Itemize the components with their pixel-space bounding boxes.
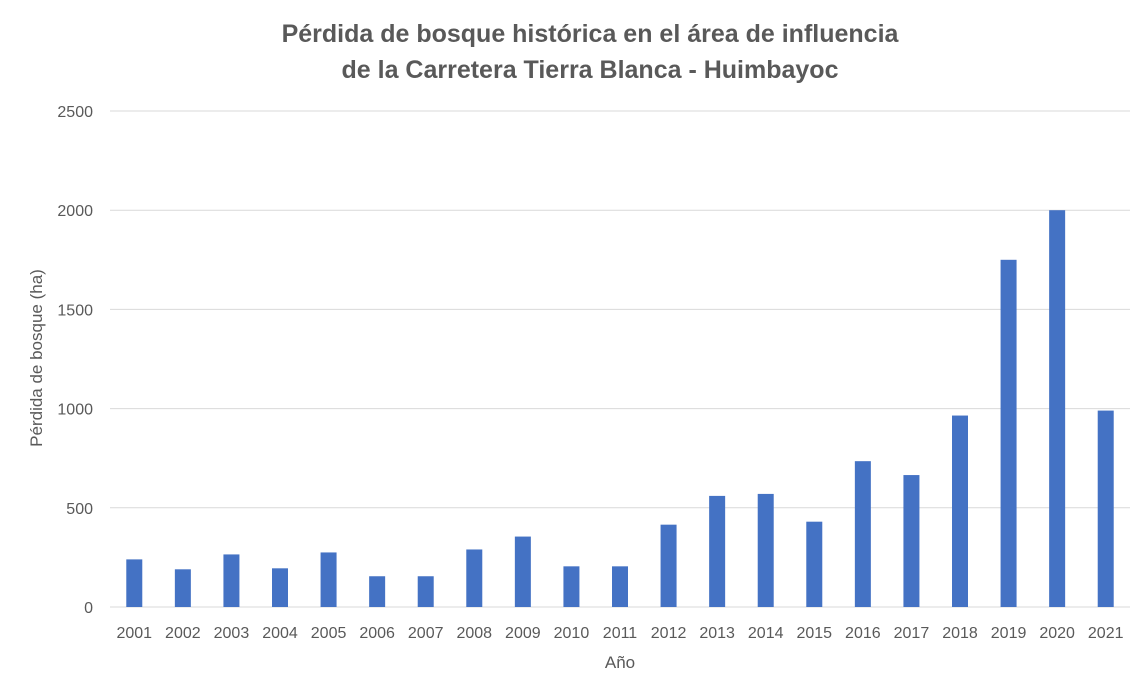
bar-2010 xyxy=(563,566,580,607)
y-tick-label: 2000 xyxy=(57,203,93,220)
y-tick-label: 1500 xyxy=(57,302,93,319)
x-tick-label: 2001 xyxy=(116,625,152,642)
bar-2017 xyxy=(903,475,920,607)
x-tick-label: 2018 xyxy=(942,625,978,642)
x-tick-label: 2002 xyxy=(165,625,201,642)
y-tick-label: 2500 xyxy=(57,104,93,121)
gridlines xyxy=(110,110,1130,608)
bar-2020 xyxy=(1049,210,1066,607)
x-tick-label: 2005 xyxy=(311,625,347,642)
x-axis-tick-labels: 2001 2002 2003 2004 2005 2006 2007 2008 2009 2010… xyxy=(116,625,1123,642)
bar-2019 xyxy=(1000,259,1017,607)
bar-2011 xyxy=(612,566,628,607)
x-tick-label: 2007 xyxy=(408,625,444,642)
x-tick-label: 2020 xyxy=(1039,625,1075,642)
x-tick-label: 2014 xyxy=(748,625,784,642)
bar-2016 xyxy=(854,461,871,607)
x-tick-label: 2008 xyxy=(456,625,492,642)
bar-2021 xyxy=(1097,410,1114,607)
bars xyxy=(126,210,1114,607)
x-tick-label: 2010 xyxy=(554,625,590,642)
x-tick-label: 2012 xyxy=(651,625,687,642)
bar-2007 xyxy=(417,576,434,607)
y-tick-label: 1000 xyxy=(57,402,93,419)
bar-2002 xyxy=(174,569,191,607)
x-tick-label: 2016 xyxy=(845,625,881,642)
chart-title-line-1: Pérdida de bosque histórica en el área d… xyxy=(282,20,900,48)
x-tick-label: 2004 xyxy=(262,625,298,642)
bar-2008 xyxy=(466,549,483,607)
bar-2013 xyxy=(709,495,726,607)
x-tick-label: 2013 xyxy=(699,625,735,642)
bar-2003 xyxy=(223,554,240,607)
y-tick-label: 0 xyxy=(84,600,93,617)
y-tick-label: 500 xyxy=(66,501,93,518)
x-tick-label: 2017 xyxy=(894,625,930,642)
bar-2001 xyxy=(126,559,143,607)
x-axis-title: Año xyxy=(605,653,635,672)
bar-2009 xyxy=(514,536,531,607)
x-tick-label: 2011 xyxy=(603,625,638,642)
bar-2012 xyxy=(660,524,677,607)
bar-2005 xyxy=(320,552,337,607)
x-tick-label: 2006 xyxy=(359,625,395,642)
chart-title-line-2: de la Carretera Tierra Blanca - Huimbayo… xyxy=(342,56,839,84)
bar-2006 xyxy=(369,576,386,607)
x-tick-label: 2021 xyxy=(1088,625,1124,642)
y-axis-tick-labels: 0 500 1000 1500 2000 2500 xyxy=(57,104,93,617)
bar-2014 xyxy=(757,493,774,607)
x-tick-label: 2019 xyxy=(991,625,1027,642)
x-tick-label: 2015 xyxy=(796,625,832,642)
bar-2004 xyxy=(272,568,288,607)
bar-2015 xyxy=(806,521,823,607)
x-tick-label: 2009 xyxy=(505,625,541,642)
bar-2018 xyxy=(952,415,968,607)
y-axis-title: Pérdida de bosque (ha) xyxy=(27,269,46,447)
x-tick-label: 2003 xyxy=(214,625,250,642)
